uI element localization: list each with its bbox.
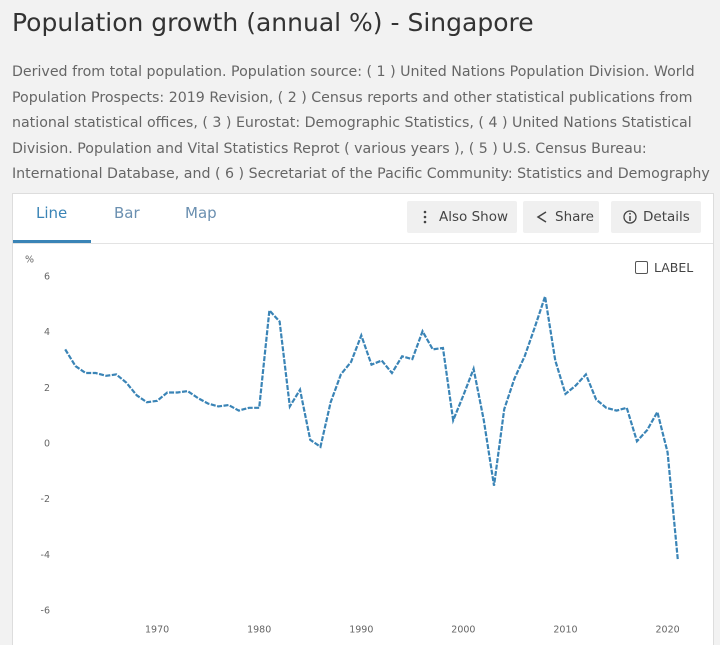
tab-underline — [13, 240, 91, 243]
x-tick-label: 1990 — [349, 625, 373, 636]
x-tick-label: 2020 — [655, 625, 679, 636]
y-tick-label: 6 — [44, 272, 50, 283]
button-label: Details — [643, 209, 690, 225]
chart: % -6 -4 -2 0 2 4 6 1970 1980 1990 2000 2010 2020 — [25, 255, 680, 636]
tab-line[interactable]: Line — [36, 204, 68, 222]
info-icon — [623, 210, 637, 224]
label-text: LABEL — [654, 260, 694, 275]
y-tick-label: 4 — [44, 327, 50, 338]
separator — [13, 243, 713, 244]
share-button[interactable]: Share — [523, 201, 599, 233]
share-icon — [536, 211, 547, 223]
data-line — [64, 296, 679, 560]
y-axis-label: % — [25, 255, 34, 266]
y-tick-label: 0 — [44, 439, 50, 450]
details-button[interactable]: Details — [611, 201, 701, 233]
checkbox[interactable] — [635, 261, 648, 274]
chart-card: Line Bar Map Also Show Share Details LAB… — [12, 193, 714, 645]
y-tick-label: -2 — [41, 494, 50, 505]
page-title: Population growth (annual %) - Singapore — [12, 8, 534, 37]
x-tick-label: 2000 — [451, 625, 475, 636]
button-label: Share — [555, 209, 594, 225]
also-show-button[interactable]: Also Show — [407, 201, 517, 233]
description: Derived from total population. Populatio… — [12, 64, 710, 208]
x-tick-label: 1980 — [247, 625, 271, 636]
tab-bar[interactable]: Bar — [114, 204, 140, 222]
y-tick-label: -4 — [41, 550, 50, 561]
x-tick-label: 1970 — [145, 625, 169, 636]
label-toggle[interactable]: LABEL — [635, 260, 693, 275]
y-tick-label: 2 — [44, 383, 50, 394]
button-label: Also Show — [439, 209, 508, 225]
x-tick-label: 2010 — [553, 625, 577, 636]
tab-map[interactable]: Map — [185, 204, 217, 222]
y-tick-label: -6 — [41, 606, 50, 617]
dots-icon — [423, 210, 427, 224]
